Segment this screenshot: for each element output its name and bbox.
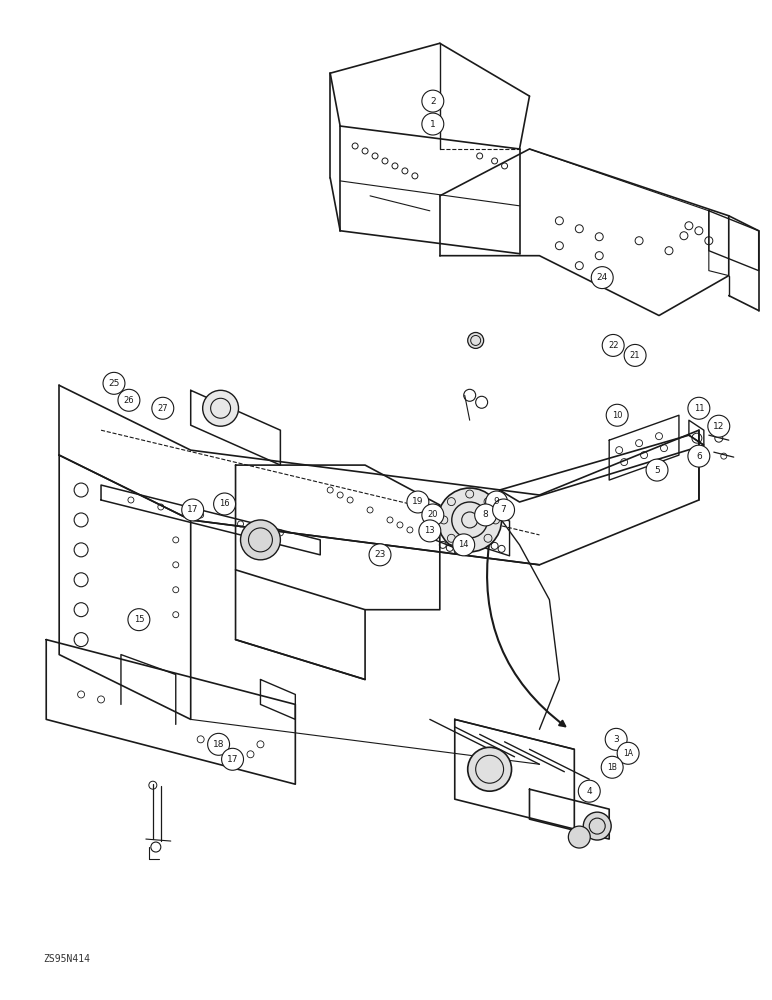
- Text: 9: 9: [494, 497, 499, 506]
- Circle shape: [601, 756, 623, 778]
- Circle shape: [422, 113, 444, 135]
- Circle shape: [584, 812, 611, 840]
- Text: 23: 23: [374, 550, 386, 559]
- Text: 16: 16: [219, 499, 230, 508]
- Text: 1A: 1A: [623, 749, 633, 758]
- Text: 14: 14: [459, 540, 469, 549]
- Circle shape: [419, 520, 441, 542]
- Text: 8: 8: [482, 510, 489, 519]
- Text: 26: 26: [124, 396, 134, 405]
- Text: 13: 13: [425, 526, 435, 535]
- Text: 4: 4: [587, 787, 592, 796]
- Text: 2: 2: [430, 97, 435, 106]
- Text: 10: 10: [612, 411, 622, 420]
- Circle shape: [578, 780, 600, 802]
- Text: 12: 12: [713, 422, 724, 431]
- Text: 3: 3: [613, 735, 619, 744]
- Text: 27: 27: [157, 404, 168, 413]
- Text: 20: 20: [428, 510, 438, 519]
- Circle shape: [602, 334, 624, 356]
- Circle shape: [152, 397, 174, 419]
- Text: ZS95N414: ZS95N414: [43, 954, 90, 964]
- Circle shape: [128, 609, 150, 631]
- Text: 5: 5: [654, 466, 660, 475]
- Text: 22: 22: [608, 341, 618, 350]
- Circle shape: [214, 493, 235, 515]
- Circle shape: [591, 267, 613, 289]
- Circle shape: [617, 742, 639, 764]
- Circle shape: [468, 747, 512, 791]
- Text: 17: 17: [187, 505, 198, 514]
- Circle shape: [486, 491, 507, 513]
- Circle shape: [181, 499, 204, 521]
- Circle shape: [438, 488, 502, 552]
- Circle shape: [118, 389, 140, 411]
- Text: 11: 11: [693, 404, 704, 413]
- Text: 21: 21: [630, 351, 640, 360]
- Circle shape: [407, 491, 428, 513]
- Circle shape: [688, 445, 709, 467]
- Text: 6: 6: [696, 452, 702, 461]
- Circle shape: [468, 332, 483, 348]
- Text: 1: 1: [430, 120, 435, 129]
- Circle shape: [103, 372, 125, 394]
- Text: 25: 25: [108, 379, 120, 388]
- Circle shape: [422, 504, 444, 526]
- Text: 17: 17: [227, 755, 239, 764]
- Circle shape: [708, 415, 730, 437]
- Circle shape: [646, 459, 668, 481]
- Circle shape: [203, 390, 239, 426]
- Circle shape: [605, 728, 627, 750]
- Text: 19: 19: [412, 497, 424, 506]
- Circle shape: [422, 90, 444, 112]
- Circle shape: [688, 397, 709, 419]
- Text: 24: 24: [597, 273, 608, 282]
- Circle shape: [241, 520, 280, 560]
- Circle shape: [222, 748, 243, 770]
- Text: 18: 18: [213, 740, 225, 749]
- Circle shape: [452, 534, 475, 556]
- Circle shape: [606, 404, 628, 426]
- Text: 7: 7: [501, 505, 506, 514]
- FancyArrowPatch shape: [487, 543, 565, 726]
- Circle shape: [624, 344, 646, 366]
- Text: 15: 15: [134, 615, 144, 624]
- Circle shape: [208, 733, 229, 755]
- Circle shape: [493, 499, 514, 521]
- Text: 1B: 1B: [608, 763, 617, 772]
- Circle shape: [369, 544, 391, 566]
- Circle shape: [568, 826, 591, 848]
- Circle shape: [475, 504, 496, 526]
